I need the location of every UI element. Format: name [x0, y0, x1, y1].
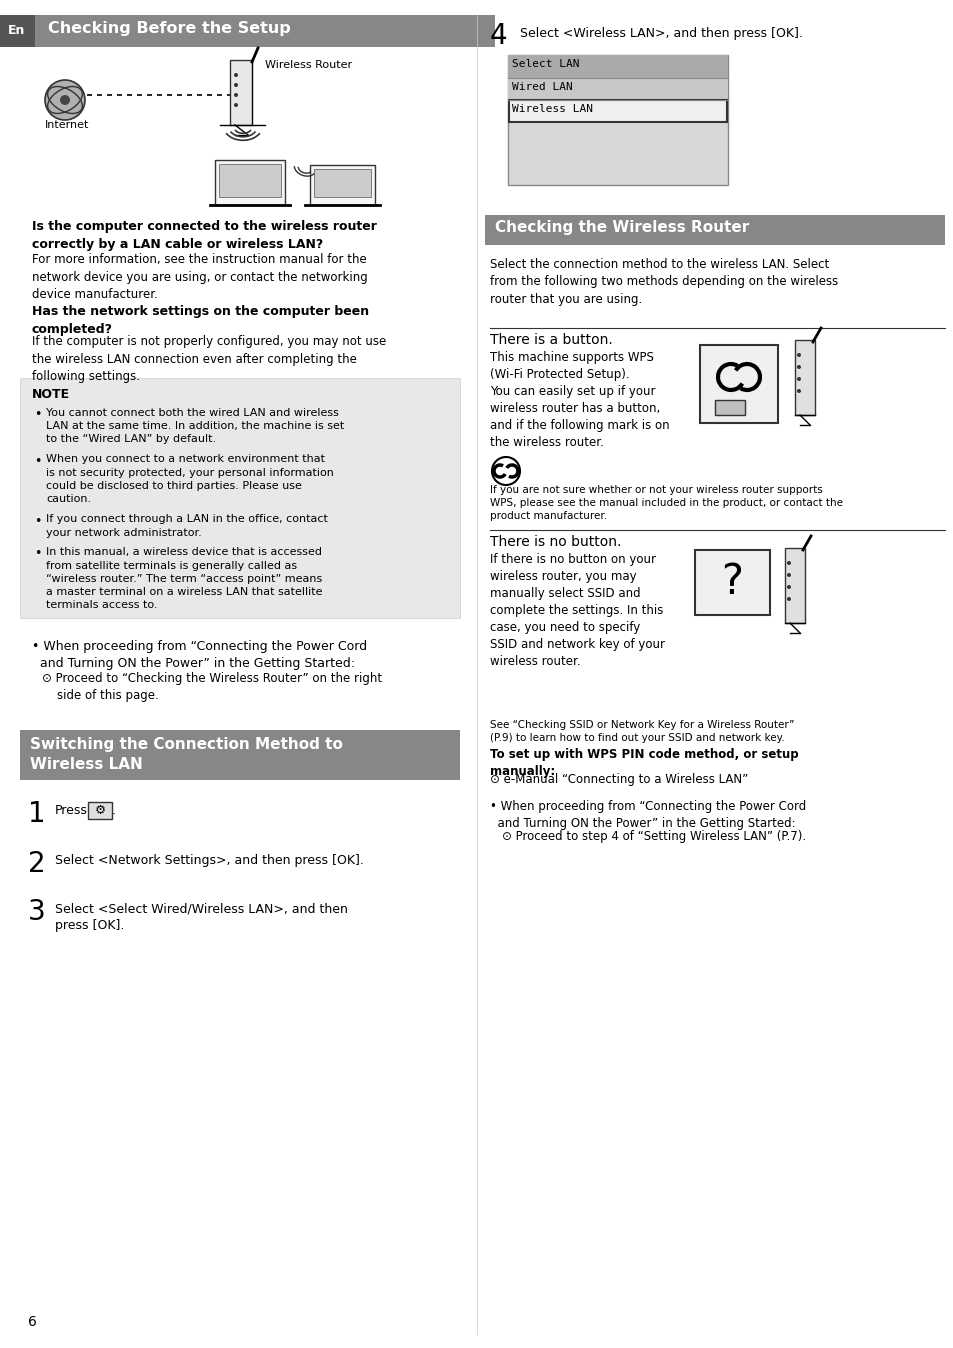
Circle shape [233, 73, 237, 77]
Circle shape [233, 102, 237, 106]
Text: Select <Network Settings>, and then press [OK].: Select <Network Settings>, and then pres… [55, 855, 363, 867]
Circle shape [233, 93, 237, 97]
Text: Internet: Internet [45, 120, 90, 129]
Text: Checking Before the Setup: Checking Before the Setup [48, 22, 291, 36]
Text: .: . [112, 803, 116, 817]
Text: Checking the Wireless Router: Checking the Wireless Router [495, 220, 748, 235]
Bar [695, 550, 769, 615]
Bar [35, 15, 495, 47]
Text: To set up with WPS PIN code method, or setup
manually:: To set up with WPS PIN code method, or s… [490, 748, 798, 778]
Circle shape [786, 597, 790, 601]
Circle shape [233, 84, 237, 88]
Bar [784, 549, 804, 623]
Text: If the computer is not properly configured, you may not use
the wireless LAN con: If the computer is not properly configur… [32, 336, 386, 383]
Bar [314, 168, 371, 197]
Text: 3: 3 [28, 898, 46, 926]
Text: 1: 1 [28, 799, 46, 828]
Text: ⊙ Proceed to “Checking the Wireless Router” on the right
    side of this page.: ⊙ Proceed to “Checking the Wireless Rout… [42, 673, 382, 702]
Bar [20, 731, 459, 780]
Text: This machine supports WPS
(Wi-Fi Protected Setup).
You can easily set up if your: This machine supports WPS (Wi-Fi Protect… [490, 350, 669, 449]
Text: See “Checking SSID or Network Key for a Wireless Router”
(P.9) to learn how to f: See “Checking SSID or Network Key for a … [490, 720, 794, 743]
Text: Wireless Router: Wireless Router [265, 61, 352, 70]
Text: En: En [9, 24, 26, 38]
Text: Press: Press [55, 803, 88, 817]
Text: •: • [34, 454, 41, 468]
Bar [507, 78, 727, 100]
Text: 6: 6 [28, 1316, 37, 1329]
Text: You cannot connect both the wired LAN and wireless
LAN at the same time. In addi: You cannot connect both the wired LAN an… [46, 408, 344, 445]
Bar [509, 100, 726, 123]
Text: There is no button.: There is no button. [490, 535, 620, 549]
Text: If there is no button on your
wireless router, you may
manually select SSID and
: If there is no button on your wireless r… [490, 553, 664, 669]
Bar [507, 55, 727, 185]
Text: Select LAN: Select LAN [512, 59, 578, 69]
Bar [714, 400, 744, 415]
Bar [0, 15, 35, 47]
Text: For more information, see the instruction manual for the
network device you are : For more information, see the instructio… [32, 253, 367, 301]
Circle shape [60, 94, 70, 105]
Text: If you connect through a LAN in the office, contact
your network administrator.: If you connect through a LAN in the offi… [46, 515, 328, 538]
Circle shape [796, 377, 801, 381]
Bar [88, 802, 112, 820]
Bar [507, 55, 727, 78]
Text: ⊙ Proceed to step 4 of “Setting Wireless LAN” (P.7).: ⊙ Proceed to step 4 of “Setting Wireless… [501, 830, 805, 842]
Circle shape [796, 353, 801, 357]
Bar [794, 340, 814, 415]
Circle shape [786, 561, 790, 565]
Text: • When proceeding from “Connecting the Power Cord
  and Turning ON the Power” in: • When proceeding from “Connecting the P… [490, 799, 805, 830]
Text: NOTE: NOTE [32, 388, 71, 400]
Circle shape [786, 585, 790, 589]
Text: When you connect to a network environment that
is not security protected, your p: When you connect to a network environmen… [46, 454, 334, 504]
Text: Has the network settings on the computer been
completed?: Has the network settings on the computer… [32, 305, 369, 336]
Circle shape [45, 80, 85, 120]
Text: Wired LAN: Wired LAN [512, 82, 572, 92]
Text: Select the connection method to the wireless LAN. Select
from the following two : Select the connection method to the wire… [490, 257, 838, 306]
Text: Switching the Connection Method to
Wireless LAN: Switching the Connection Method to Wirel… [30, 737, 342, 772]
Bar [700, 345, 778, 423]
Text: Is the computer connected to the wireless router
correctly by a LAN cable or wir: Is the computer connected to the wireles… [32, 220, 376, 251]
Text: 2: 2 [28, 851, 46, 878]
Text: ⚙: ⚙ [94, 803, 106, 817]
Text: In this manual, a wireless device that is accessed
from satellite terminals is g: In this manual, a wireless device that i… [46, 547, 322, 611]
Bar [230, 61, 252, 125]
Circle shape [796, 390, 801, 394]
Text: ?: ? [720, 561, 742, 603]
Bar [214, 160, 285, 205]
Text: ⊙ e-Manual “Connecting to a Wireless LAN”: ⊙ e-Manual “Connecting to a Wireless LAN… [490, 772, 747, 786]
Text: •: • [34, 408, 41, 421]
Bar [20, 377, 459, 617]
Bar [484, 214, 944, 245]
Text: 4: 4 [490, 22, 507, 50]
Bar [310, 164, 375, 205]
Text: •: • [34, 547, 41, 561]
Text: Wireless LAN: Wireless LAN [512, 104, 593, 115]
Text: If you are not sure whether or not your wireless router supports
WPS, please see: If you are not sure whether or not your … [490, 485, 842, 522]
Text: • When proceeding from “Connecting the Power Cord
  and Turning ON the Power” in: • When proceeding from “Connecting the P… [32, 640, 367, 670]
Text: Select <Wireless LAN>, and then press [OK].: Select <Wireless LAN>, and then press [O… [519, 27, 802, 40]
Text: There is a button.: There is a button. [490, 333, 612, 346]
Circle shape [786, 573, 790, 577]
Text: •: • [34, 515, 41, 527]
Circle shape [796, 365, 801, 369]
Text: Select <Select Wired/Wireless LAN>, and then
press [OK].: Select <Select Wired/Wireless LAN>, and … [55, 902, 348, 933]
Bar [219, 164, 281, 197]
